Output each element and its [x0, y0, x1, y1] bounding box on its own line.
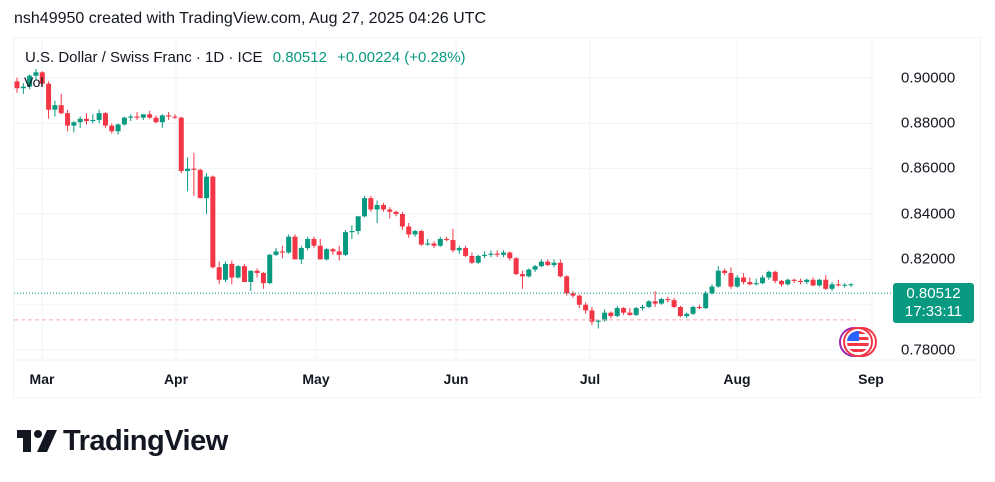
x-tick-label: Mar [29, 371, 55, 387]
x-tick-label: Jul [579, 371, 601, 387]
x-tick-label: Aug [723, 371, 751, 387]
tradingview-wordmark: TradingView [63, 424, 228, 457]
current-price: 0.80512 [906, 285, 961, 302]
x-tick-label: Jun [443, 371, 469, 387]
y-tick-label: 0.86000 [901, 159, 956, 177]
attribution-text: nsh49950 created with TradingView.com, A… [14, 10, 487, 27]
y-tick-label: 0.82000 [901, 250, 956, 268]
x-tick-label: Apr [163, 371, 189, 387]
y-tick-label: 0.90000 [901, 69, 956, 87]
price-change: +0.00224 (+0.28%) [337, 49, 466, 66]
x-tick-label: May [302, 371, 330, 387]
chart-legend: U.S. Dollar / Swiss Franc · 1D · ICE 0.8… [25, 49, 466, 66]
y-tick-label: 0.84000 [901, 205, 956, 223]
tradingview-logo-icon [17, 430, 57, 452]
y-tick-label: 0.88000 [901, 114, 956, 132]
symbol-title[interactable]: U.S. Dollar / Swiss Franc · 1D · ICE [25, 49, 263, 66]
x-tick-label: Sep [858, 371, 884, 387]
us-flag-event-icon[interactable] [838, 326, 880, 358]
chart-frame [13, 37, 981, 398]
tradingview-logo[interactable]: TradingView [17, 424, 228, 457]
current-price-tag: 0.80512 17:33:11 [893, 283, 974, 323]
last-price: 0.80512 [272, 49, 327, 66]
y-tick-label: 0.78000 [901, 341, 956, 359]
volume-label[interactable]: Vol [24, 74, 44, 90]
bar-countdown: 17:33:11 [904, 303, 963, 320]
